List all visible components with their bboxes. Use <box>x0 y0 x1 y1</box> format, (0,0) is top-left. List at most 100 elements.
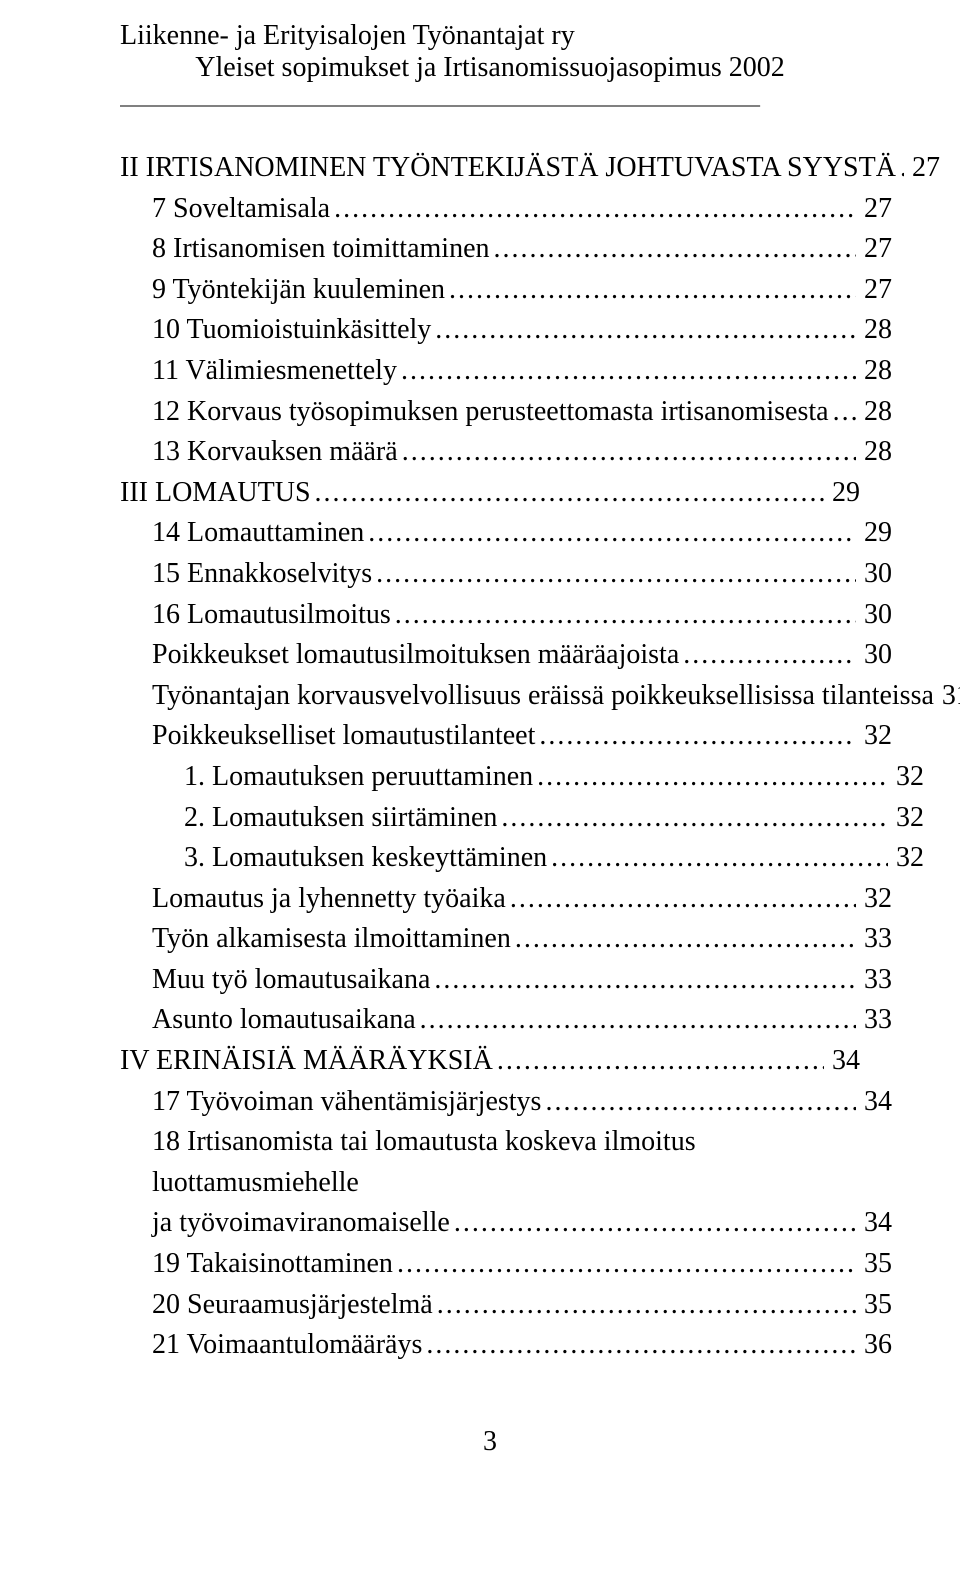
toc-label: 9 Työntekijän kuuleminen <box>152 270 445 311</box>
toc-entry: 11 Välimiesmenettely28 <box>120 351 892 392</box>
toc-label: II IRTISANOMINEN TYÖNTEKIJÄSTÄ JOHTUVAST… <box>120 148 896 189</box>
toc-label: 7 Soveltamisala <box>152 189 330 230</box>
toc-leader <box>391 595 856 636</box>
toc-label: 19 Takaisinottaminen <box>152 1244 393 1285</box>
toc-label: 10 Tuomioistuinkäsittely <box>152 310 431 351</box>
toc-page: 28 <box>856 310 892 351</box>
toc-page: 36 <box>856 1325 892 1366</box>
toc-label: 20 Seuraamusjärjestelmä <box>152 1285 433 1326</box>
toc-leader <box>433 1285 856 1326</box>
toc-entry: Työnantajan korvausvelvollisuus eräissä … <box>120 676 892 717</box>
toc-entry: 17 Työvoiman vähentämisjärjestys34 <box>120 1082 892 1123</box>
toc-entry: 15 Ennakkoselvitys 30 <box>120 554 892 595</box>
toc-page: 30 <box>856 595 892 636</box>
toc-leader <box>431 310 856 351</box>
toc-entry: 10 Tuomioistuinkäsittely 28 <box>120 310 892 351</box>
toc-leader <box>511 919 856 960</box>
toc-leader <box>330 189 856 230</box>
toc-page: 32 <box>888 798 924 839</box>
toc-page: 27 <box>904 148 940 189</box>
page-header: Liikenne- ja Erityisalojen Työnantajat r… <box>120 20 860 84</box>
toc-leader <box>829 392 856 433</box>
toc-page: 34 <box>856 1082 892 1123</box>
toc-label: 13 Korvauksen määrä <box>152 432 398 473</box>
toc-leader <box>430 960 856 1001</box>
toc-label: 8 Irtisanomisen toimittaminen <box>152 229 490 270</box>
toc-page: 35 <box>856 1285 892 1326</box>
toc-entry: Poikkeukselliset lomautustilanteet 32 <box>120 716 892 757</box>
toc-page: 28 <box>856 432 892 473</box>
header-doc-title: Yleiset sopimukset ja Irtisanomissuojaso… <box>120 52 860 84</box>
toc-entry: 20 Seuraamusjärjestelmä 35 <box>120 1285 892 1326</box>
toc-entry: Lomautus ja lyhennetty työaika32 <box>120 879 892 920</box>
toc-page: 28 <box>856 392 892 433</box>
toc-label: 3. Lomautuksen keskeyttäminen <box>184 838 547 879</box>
toc-leader <box>416 1000 856 1041</box>
toc-entry: 14 Lomauttaminen 29 <box>120 513 892 554</box>
toc-leader <box>422 1325 856 1366</box>
toc-label: Poikkeukset lomautusilmoituksen määräajo… <box>152 635 679 676</box>
toc-page: 32 <box>888 757 924 798</box>
toc-entry: 1. Lomautuksen peruuttaminen 32 <box>120 757 924 798</box>
toc-entry: 8 Irtisanomisen toimittaminen 27 <box>120 229 892 270</box>
toc-page: 33 <box>856 1000 892 1041</box>
toc-page: 27 <box>856 229 892 270</box>
toc-page: 28 <box>856 351 892 392</box>
toc-leader <box>450 1203 856 1244</box>
toc-entry: Asunto lomautusaikana 33 <box>120 1000 892 1041</box>
toc-leader <box>506 879 856 920</box>
toc-page: 30 <box>856 554 892 595</box>
toc-page: 32 <box>856 716 892 757</box>
toc-label: Poikkeukselliset lomautustilanteet <box>152 716 535 757</box>
toc-label: 15 Ennakkoselvitys <box>152 554 372 595</box>
toc-entry: Muu työ lomautusaikana 33 <box>120 960 892 1001</box>
toc-leader <box>679 635 856 676</box>
toc-leader <box>533 757 888 798</box>
toc-entry: 18 Irtisanomista tai lomautusta koskeva … <box>120 1122 860 1203</box>
toc-page: 32 <box>888 838 924 879</box>
toc-label: 14 Lomauttaminen <box>152 513 364 554</box>
toc-page: 33 <box>856 919 892 960</box>
toc-page: 33 <box>856 960 892 1001</box>
toc-page: 27 <box>856 189 892 230</box>
toc-page: 34 <box>856 1203 892 1244</box>
toc-page: 35 <box>856 1244 892 1285</box>
toc-leader <box>541 1082 856 1123</box>
toc-label: Asunto lomautusaikana <box>152 1000 416 1041</box>
toc-entry: 12 Korvaus työsopimuksen perusteettomast… <box>120 392 892 433</box>
toc-label: III LOMAUTUS <box>120 473 311 514</box>
toc-leader <box>445 270 856 311</box>
toc-entry: 13 Korvauksen määrä 28 <box>120 432 892 473</box>
toc-page: 34 <box>824 1041 860 1082</box>
toc-page: 29 <box>824 473 860 514</box>
toc-entry: IV ERINÄISIÄ MÄÄRÄYKSIÄ 34 <box>120 1041 860 1082</box>
toc-entry: Työn alkamisesta ilmoittaminen33 <box>120 919 892 960</box>
toc-label: 2. Lomautuksen siirtäminen <box>184 798 497 839</box>
header-org-name: Liikenne- ja Erityisalojen Työnantajat r… <box>120 20 860 52</box>
toc-label: IV ERINÄISIÄ MÄÄRÄYKSIÄ <box>120 1041 493 1082</box>
toc-leader <box>896 148 904 189</box>
toc-entry: 3. Lomautuksen keskeyttäminen 32 <box>120 838 924 879</box>
toc-entry: 7 Soveltamisala 27 <box>120 189 892 230</box>
toc-entry: ja työvoimaviranomaiselle34 <box>120 1203 892 1244</box>
toc-leader <box>490 229 856 270</box>
table-of-contents: II IRTISANOMINEN TYÖNTEKIJÄSTÄ JOHTUVAST… <box>120 148 860 1366</box>
document-page: Liikenne- ja Erityisalojen Työnantajat r… <box>0 0 960 1577</box>
toc-entry: 9 Työntekijän kuuleminen 27 <box>120 270 892 311</box>
toc-entry: Poikkeukset lomautusilmoituksen määräajo… <box>120 635 892 676</box>
toc-page: 30 <box>856 635 892 676</box>
toc-entry: 16 Lomautusilmoitus 30 <box>120 595 892 636</box>
toc-entry: 21 Voimaantulomääräys 36 <box>120 1325 892 1366</box>
toc-label: 16 Lomautusilmoitus <box>152 595 391 636</box>
toc-leader <box>372 554 856 595</box>
toc-leader <box>311 473 824 514</box>
toc-page: 27 <box>856 270 892 311</box>
toc-page: 29 <box>856 513 892 554</box>
toc-leader <box>547 838 888 879</box>
toc-label: 21 Voimaantulomääräys <box>152 1325 422 1366</box>
toc-leader <box>397 351 856 392</box>
toc-label: Muu työ lomautusaikana <box>152 960 430 1001</box>
toc-label: Työnantajan korvausvelvollisuus eräissä … <box>152 676 934 717</box>
toc-leader <box>364 513 856 554</box>
toc-label: 1. Lomautuksen peruuttaminen <box>184 757 533 798</box>
